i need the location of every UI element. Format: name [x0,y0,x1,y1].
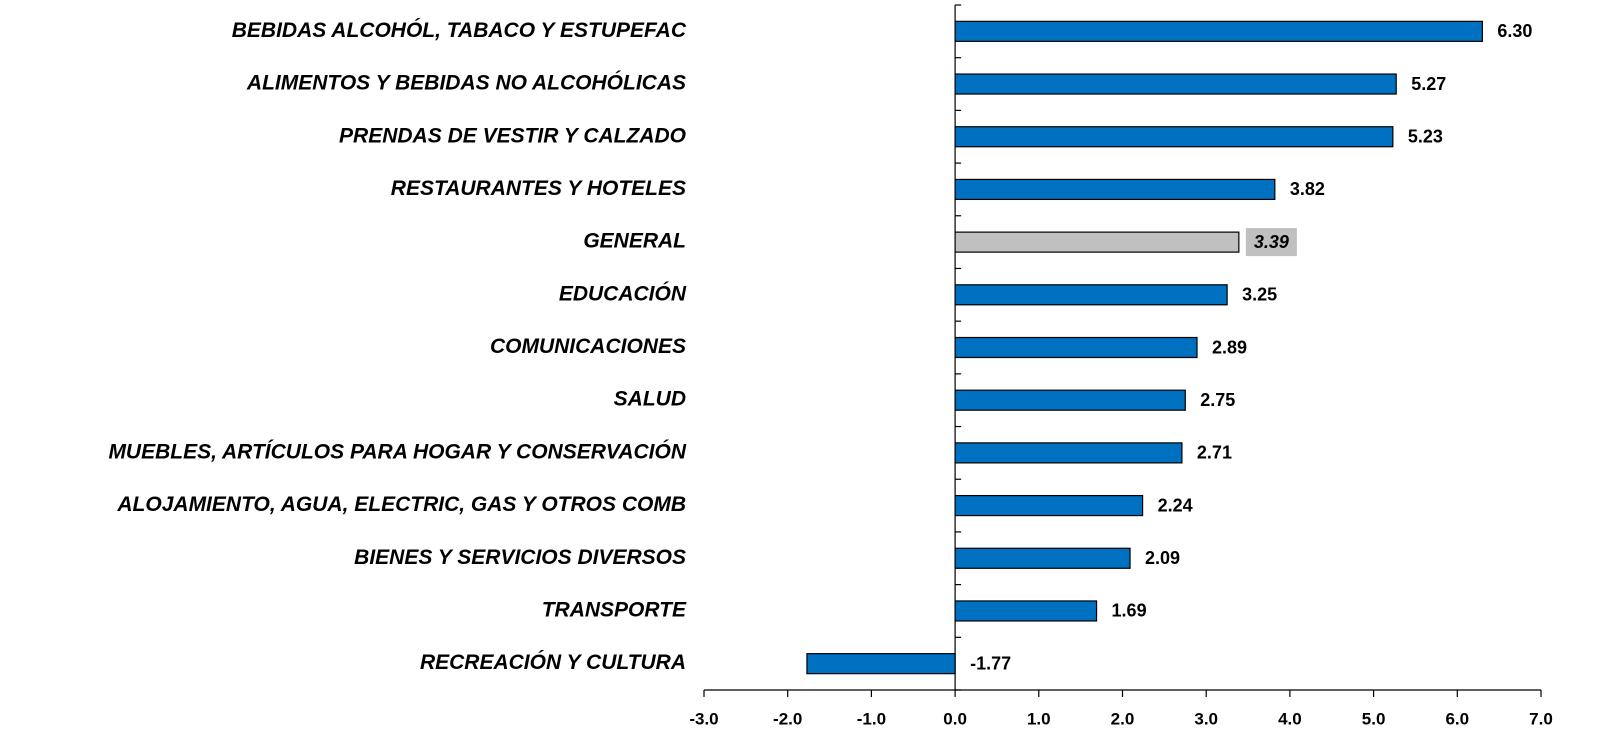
bar [954,389,1186,411]
x-tick-label: -2.0 [773,709,802,728]
value-label: 2.09 [1145,548,1180,568]
value-label: 5.27 [1411,74,1446,94]
value-label: 2.75 [1200,390,1235,410]
category-label: COMUNICACIONES [490,335,686,358]
x-tick-label: 0.0 [943,709,967,728]
bar [954,20,1484,42]
category-label: ALIMENTOS Y BEBIDAS NO ALCOHÓLICAS [246,71,686,95]
bar [954,73,1397,95]
category-label: BIENES Y SERVICIOS DIVERSOS [354,546,686,569]
x-tick-label: -1.0 [857,709,886,728]
x-tick-label: 4.0 [1278,709,1302,728]
x-tick-label: 3.0 [1194,709,1218,728]
category-label: RESTAURANTES Y HOTELES [391,177,686,200]
value-label: 1.69 [1112,601,1147,621]
category-label: EDUCACIÓN [559,281,687,305]
bar [954,494,1144,517]
category-label: PRENDAS DE VESTIR Y CALZADO [339,124,686,147]
value-label-background [1245,228,1297,257]
category-label: GENERAL [583,230,686,253]
bar [954,547,1131,569]
x-tick-label: 6.0 [1445,709,1469,728]
x-tick-label: -3.0 [689,709,718,728]
category-label: ALOJAMIENTO, AGUA, ELECTRIC, GAS Y OTROS… [116,493,686,516]
value-label: -1.77 [970,653,1011,673]
category-label: MUEBLES, ARTÍCULOS PARA HOGAR Y CONSERVA… [108,439,686,463]
bar [954,600,1098,622]
x-tick-label: 1.0 [1027,709,1051,728]
value-label: 2.71 [1197,443,1232,463]
value-label: 3.39 [1254,232,1289,252]
category-label: TRANSPORTE [542,599,687,622]
value-label: 5.23 [1408,126,1443,146]
value-label: 6.30 [1497,21,1532,41]
bar [954,336,1198,359]
bar [954,126,1394,148]
x-tick-label: 7.0 [1529,709,1553,728]
bar [954,178,1276,201]
bar [806,653,956,675]
bar [954,284,1228,306]
category-label: SALUD [614,388,686,411]
bar [954,442,1183,464]
x-tick-label: 2.0 [1111,709,1135,728]
value-label: 3.82 [1290,179,1325,199]
bar [954,231,1240,253]
value-label: 2.24 [1158,495,1193,515]
category-label: BEBIDAS ALCOHÓL, TABACO Y ESTUPEFAC [232,18,687,42]
category-label: RECREACIÓN Y CULTURA [420,650,686,674]
value-label: 2.89 [1212,337,1247,357]
x-tick-label: 5.0 [1362,709,1386,728]
value-label: 3.25 [1242,285,1277,305]
